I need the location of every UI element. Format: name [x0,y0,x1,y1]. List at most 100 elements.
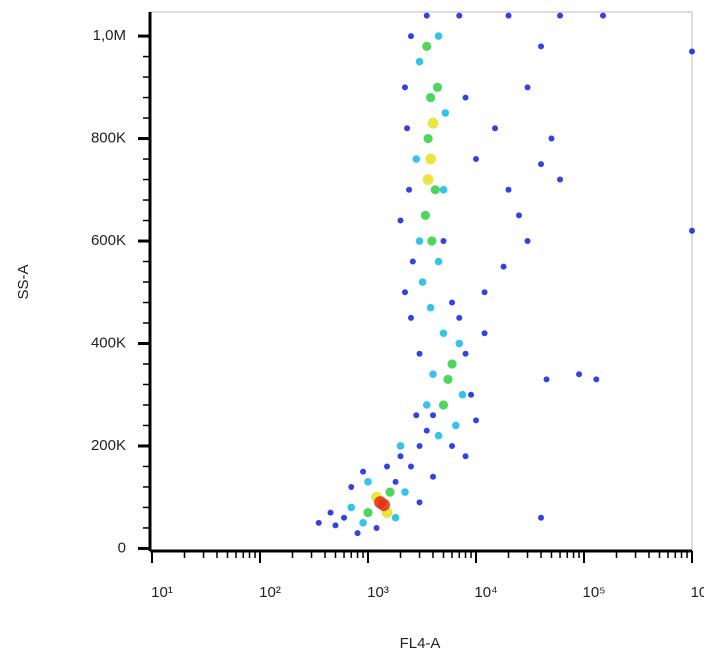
data-point [413,412,420,419]
data-point [481,330,488,337]
data-point [492,125,499,132]
data-point [538,43,545,50]
data-point [462,453,469,460]
data-point [397,453,404,460]
data-point [429,370,437,379]
data-point [423,12,430,19]
data-point [434,257,443,266]
data-point [538,514,545,521]
data-point [426,92,436,103]
data-point [427,236,437,246]
data-point [432,82,443,92]
data-point [385,487,395,497]
x-tick-label: 10³ [367,584,389,601]
data-point [423,133,433,144]
data-point [391,513,400,522]
data-point [500,263,507,270]
data-point [426,303,435,312]
data-point [600,12,607,19]
data-point [468,391,475,398]
data-point [505,186,512,193]
data-point [397,217,404,224]
data-point [396,442,405,450]
data-point [449,299,456,306]
data-point [449,442,456,449]
data-point [341,514,348,521]
data-point [689,48,695,55]
y-tick-label: 200K [91,437,126,454]
data-point [401,289,408,296]
data-point [473,417,479,424]
y-tick-label: 400K [91,334,126,351]
data-point [548,135,555,142]
x-axis-label: FL4-A [400,635,441,652]
data-point [354,530,361,537]
data-point [557,12,564,19]
data-point [420,210,430,221]
data-point [524,238,531,245]
data-point [434,32,443,40]
data-point [360,468,367,475]
data-point [416,350,423,357]
data-point [401,488,409,496]
data-point [392,478,399,485]
data-point [462,350,469,357]
data-point [415,57,424,66]
data-point [593,376,600,383]
data-point [359,519,367,527]
data-point [332,522,339,529]
data-point [315,519,322,526]
data-point [415,237,424,245]
data-point [505,12,512,19]
data-point [538,161,545,168]
data-point [377,498,390,512]
data-point [384,463,391,470]
data-point [407,463,414,470]
data-point [458,390,467,399]
data-point [456,314,463,321]
y-tick-label: 0 [118,539,126,556]
data-point [422,401,431,409]
y-tick-label: 1,0M [93,27,126,44]
data-point [425,153,437,165]
data-point [439,329,448,338]
data-point [481,289,488,296]
data-point [430,412,437,419]
data-point [689,227,695,234]
data-point [441,109,450,117]
x-tick-label: 10¹ [151,584,173,601]
data-point [364,478,372,486]
data-point [373,524,380,531]
data-point [409,258,416,265]
data-point [430,185,440,195]
data-point [456,12,463,19]
data-point [327,509,334,516]
data-point [443,374,453,384]
data-point [430,473,437,480]
x-tick-label: 10² [259,584,281,601]
x-tick-label: 10⁴ [474,584,497,601]
data-point [422,41,432,51]
data-point [423,427,430,434]
x-tick-label: 10⁶ [691,584,704,601]
data-point [439,185,448,194]
data-point [416,442,423,449]
data-point [407,314,414,321]
data-point [416,499,423,506]
data-point [451,421,460,430]
x-tick-label: 10⁵ [583,584,606,601]
data-point [348,483,355,490]
data-point [515,212,522,219]
data-point [363,507,373,518]
data-point [524,84,531,91]
data-point [412,155,421,163]
data-point [543,376,550,383]
data-point [473,156,479,163]
data-point [462,94,469,101]
y-tick-label: 800K [91,130,126,147]
data-point [347,503,356,512]
data-point [407,33,414,40]
y-axis-label: SS-A [15,264,32,299]
data-point [427,117,439,129]
